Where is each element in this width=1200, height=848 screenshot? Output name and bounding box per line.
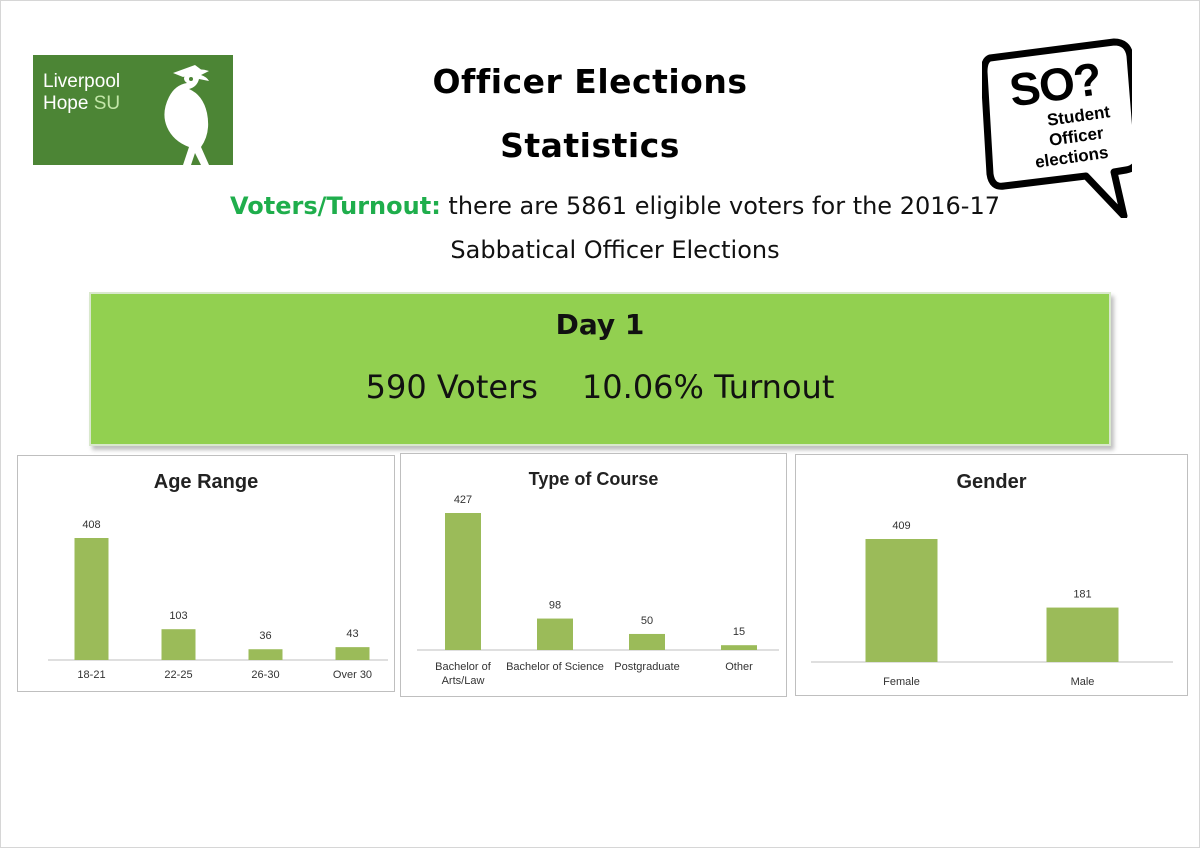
liver-bird-icon [164, 65, 209, 165]
category-label: Male [1071, 676, 1095, 688]
category-label: Other [725, 661, 753, 673]
data-label: 98 [549, 600, 561, 612]
gender-chart: Gender 409 Female 181 Male [795, 454, 1188, 696]
logo-line2a: Hope [43, 93, 94, 114]
category-label: Bachelor of [435, 661, 492, 673]
day-voters: 590 Voters [365, 368, 538, 406]
type-of-course-chart: Type of Course 427 Bachelor of Arts/Law 98 B… [400, 453, 787, 697]
day-turnout: 10.06% Turnout [581, 368, 835, 406]
voters-turnout-line2: Sabbatical Officer Elections [450, 236, 780, 264]
type-of-course-chart-svg: 427 Bachelor of Arts/Law 98 Bachelor of Scie… [417, 494, 779, 687]
category-label: 22-25 [164, 669, 192, 681]
voters-turnout-text: there are 5861 eligible voters for the 2… [440, 192, 1000, 220]
bar [74, 538, 109, 660]
data-label: 36 [259, 630, 271, 642]
page-title-line1: Officer Elections [432, 62, 748, 101]
bar [1046, 607, 1119, 662]
data-label: 427 [454, 494, 472, 506]
category-label: 26-30 [251, 669, 279, 681]
gender-chart-svg: 409 Female 181 Male [811, 520, 1173, 688]
data-label: 408 [82, 519, 100, 531]
bar [445, 513, 481, 650]
day-title: Day 1 [555, 308, 645, 341]
category-label: Female [883, 676, 920, 688]
so-student-officer-elections-logo: SO? Student Officer elections [980, 38, 1142, 220]
bar [248, 649, 283, 660]
bar [335, 647, 370, 660]
bar [865, 539, 938, 662]
chart-title: Type of Course [528, 469, 659, 489]
age-range-chart-svg: 408 18-21 103 22-25 36 26-30 43 Over 30 [48, 519, 388, 681]
data-label: 15 [733, 626, 745, 638]
liverpool-hope-su-logo: Liverpool Hope SU [33, 55, 233, 165]
bar [629, 633, 665, 650]
chart-title: Gender [956, 471, 1027, 493]
data-label: 181 [1073, 589, 1091, 601]
speech-bubble-icon [980, 38, 1142, 220]
chart-title: Age Range [153, 471, 259, 493]
age-range-chart: Age Range 408 18-21 103 22-25 36 26-30 43 Over … [17, 455, 395, 692]
voters-turnout-line: Voters/Turnout: there are 5861 eligible … [0, 192, 1200, 220]
category-label: Arts/Law [442, 675, 485, 687]
data-label: 103 [169, 610, 187, 622]
category-label: Postgraduate [614, 661, 679, 673]
logo-line2b: SU [93, 93, 121, 114]
day-stats: 590 Voters 10.06% Turnout [91, 368, 1109, 406]
bar [721, 645, 757, 650]
category-label: 18-21 [77, 669, 105, 681]
logo-text: Liverpool Hope SU [43, 71, 120, 115]
category-label: Over 30 [333, 669, 372, 681]
day-summary-banner: Day 1 590 Voters 10.06% Turnout [89, 292, 1111, 446]
voters-turnout-label: Voters/Turnout: [230, 192, 441, 220]
page-title-line2: Statistics [500, 126, 680, 165]
data-label: 409 [892, 520, 910, 532]
bar [537, 618, 573, 650]
logo-line1: Liverpool [43, 71, 121, 92]
data-label: 50 [641, 615, 653, 627]
data-label: 43 [346, 628, 358, 640]
bar [161, 629, 196, 660]
category-label: Bachelor of Science [506, 661, 604, 673]
